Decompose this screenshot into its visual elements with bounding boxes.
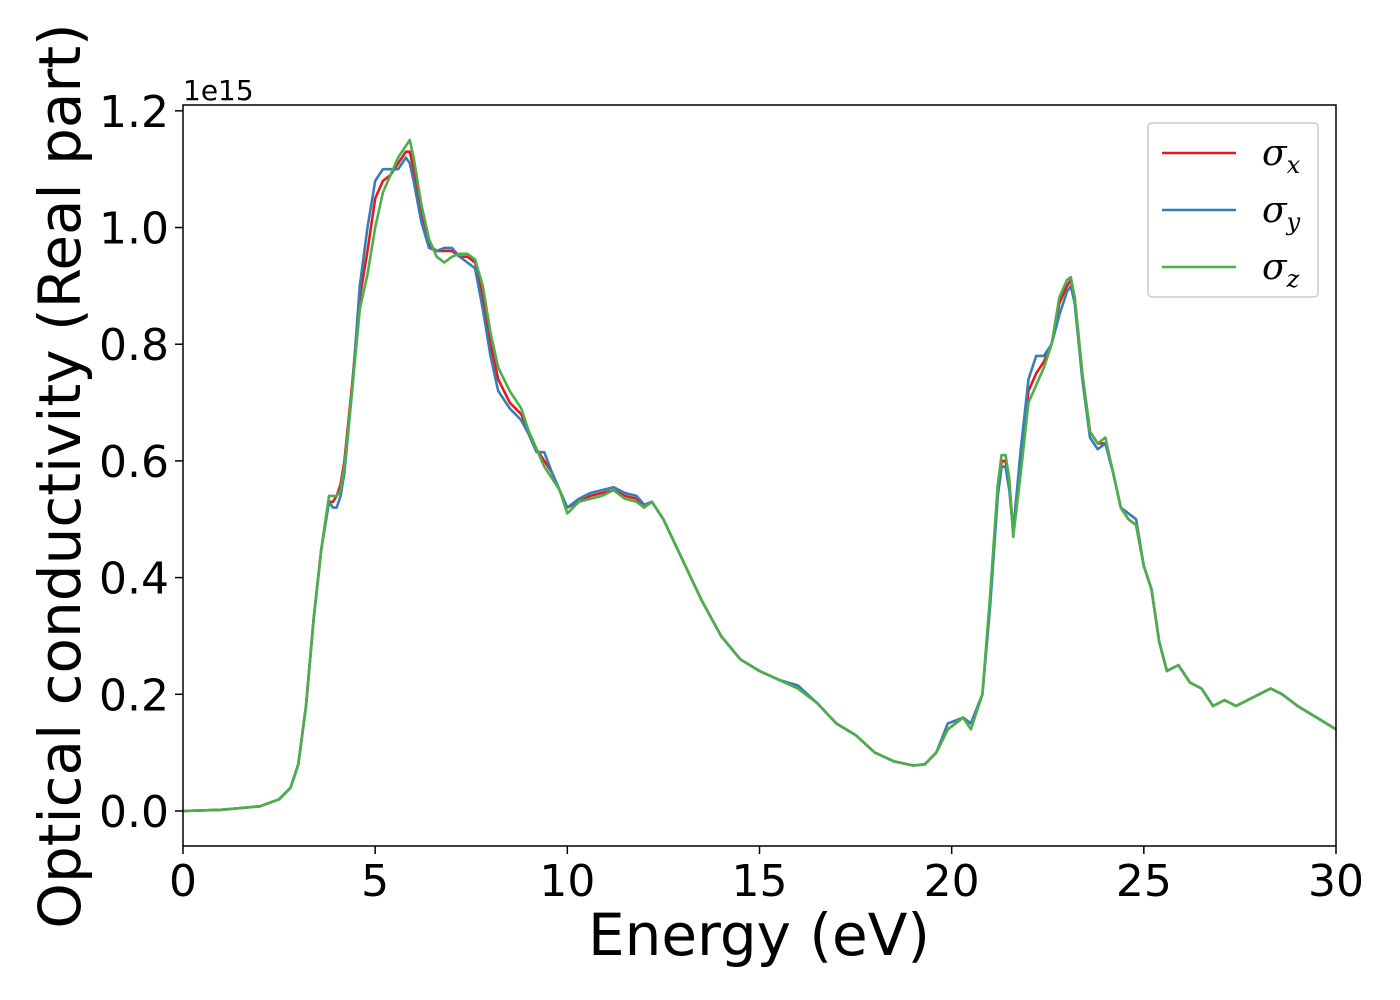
x-tick-label: 30 xyxy=(1308,856,1364,907)
x-tick-label: 15 xyxy=(732,856,788,907)
y-tick-label: 0.2 xyxy=(99,670,169,721)
legend-label-x: σx xyxy=(1262,133,1301,179)
series-layer xyxy=(182,138,1337,813)
x-axis-title: Energy (eV) xyxy=(588,901,930,969)
y-tick-label: 0.4 xyxy=(99,554,169,605)
series-line-z xyxy=(182,138,1337,813)
x-tick-label: 20 xyxy=(924,856,980,907)
y-tick-label: 0.0 xyxy=(99,787,169,838)
y-tick-label: 1.0 xyxy=(99,204,169,255)
y-axis-offset-label: 1e15 xyxy=(183,74,254,107)
legend-label-y: σy xyxy=(1262,190,1301,236)
y-axis-title: Optical conductivity (Real part) xyxy=(26,23,94,928)
x-axis-ticks: 0 5 10 15 20 25 30 xyxy=(169,846,1364,907)
y-tick-label: 0.6 xyxy=(99,437,169,488)
x-tick-label: 5 xyxy=(361,856,389,907)
x-tick-label: 0 xyxy=(169,856,197,907)
y-axis-ticks: 0.0 0.2 0.4 0.6 0.8 1.0 1.2 xyxy=(99,87,183,838)
y-tick-label: 0.8 xyxy=(99,320,169,371)
legend-label-z: σz xyxy=(1262,247,1300,293)
y-tick-label: 1.2 xyxy=(99,87,169,138)
x-tick-label: 10 xyxy=(539,856,595,907)
legend: σx σy σz xyxy=(1147,122,1319,298)
x-tick-label: 25 xyxy=(1116,856,1172,907)
